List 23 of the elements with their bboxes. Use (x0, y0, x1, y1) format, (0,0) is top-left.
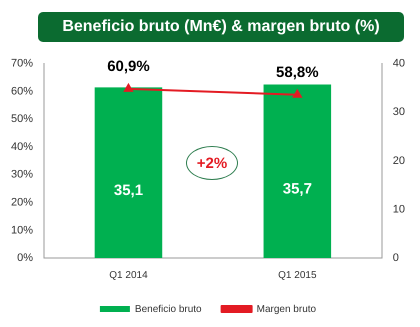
data-label: 35,7 (282, 180, 312, 198)
y-tick-label: 70% (10, 58, 34, 70)
x-tick-label: Q1 2015 (278, 270, 317, 281)
y2-tick-label: 20 (392, 154, 406, 167)
y-tick-label: 30% (10, 168, 34, 181)
chart-title: Beneficio bruto (Mn€) & margen bruto (%) (38, 12, 404, 42)
annotation: +2% (196, 154, 228, 172)
data-label: 60,9% (107, 58, 150, 76)
data-label: 35,1 (114, 182, 144, 199)
y-tick-label: 10% (10, 224, 34, 236)
x-tick-label: Q1 2014 (109, 270, 148, 281)
legend-label: Beneficio bruto (134, 304, 202, 315)
y-tick-label: 0% (17, 252, 34, 264)
data-label: 58,8% (276, 64, 319, 81)
y2-tick-label: 10 (392, 203, 406, 216)
y-tick-label: 40% (10, 140, 34, 153)
y2-tick-label: 40 (392, 58, 406, 70)
y-tick-label: 20% (10, 196, 34, 208)
y2-tick-label: 30 (392, 106, 406, 118)
legend-label: Margen bruto (256, 304, 317, 315)
y2-tick-label: 0 (392, 252, 399, 264)
y-tick-label: 50% (10, 113, 34, 126)
y-tick-label: 60% (10, 85, 34, 98)
